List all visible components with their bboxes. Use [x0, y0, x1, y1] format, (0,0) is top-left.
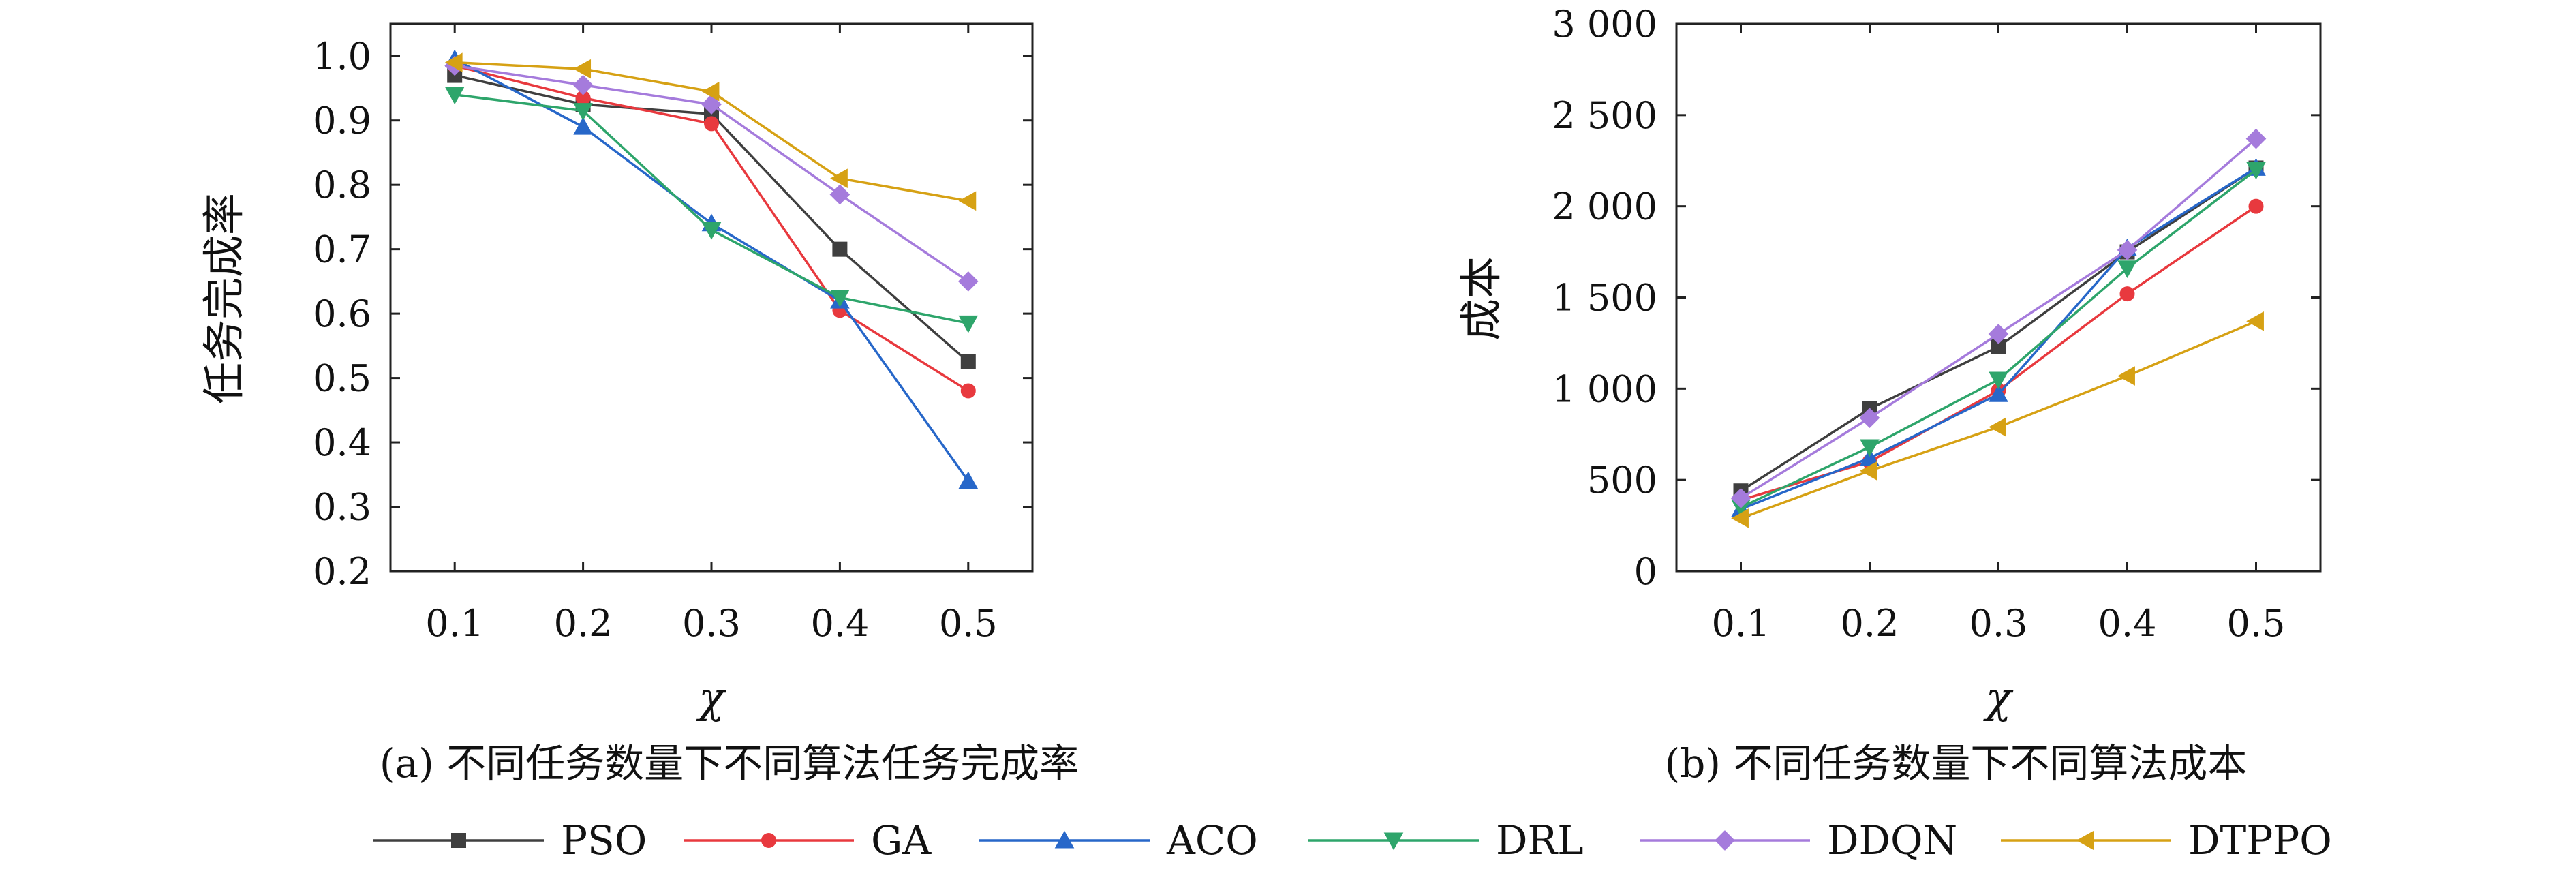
data-point-dtppo	[573, 59, 592, 79]
data-point-pso	[832, 241, 848, 257]
data-point-ddqn	[1859, 408, 1880, 429]
data-point-drl	[701, 222, 722, 240]
data-point-ddqn	[1730, 488, 1751, 508]
data-point-ga	[2248, 198, 2264, 214]
data-point-drl	[573, 103, 593, 121]
plot-frame	[1675, 22, 2322, 573]
y-tick-label: 0.6	[313, 292, 371, 335]
data-point-ddqn	[829, 184, 850, 205]
y-tick-label: 0.7	[313, 228, 371, 271]
data-point-ddqn	[572, 74, 594, 95]
legend-marker-drl	[1383, 832, 1404, 851]
y-tick-label: 0.5	[313, 357, 371, 400]
data-point-ga	[575, 90, 591, 106]
data-point-aco	[1989, 384, 2008, 402]
data-point-drl	[830, 290, 850, 307]
legend-marker-ga	[761, 833, 776, 848]
data-point-ddqn	[2117, 240, 2138, 260]
x-tick-label: 0.4	[2098, 602, 2157, 645]
legend-label-aco: ACO	[1166, 817, 1258, 864]
y-tick-label: 3 000	[1552, 3, 1657, 46]
data-point-dtppo	[2246, 311, 2264, 331]
data-point-ddqn	[701, 94, 722, 115]
series-line-dtppo	[455, 61, 969, 202]
y-tick-label: 500	[1587, 459, 1657, 502]
data-point-dtppo	[1860, 461, 1877, 481]
data-point-dtppo	[701, 81, 720, 102]
data-point-drl	[444, 87, 465, 105]
data-point-drl	[958, 315, 979, 333]
legend-label-drl: DRL	[1496, 817, 1584, 864]
data-point-drl	[2117, 260, 2137, 278]
chart-panel-a: 0.2 0.3 0.4 0.5 0.6 0.7 0.8 0.9 1.0 0.1 0.2 0.3 0.4 0…	[199, 22, 1079, 787]
data-point-pso	[1991, 339, 2006, 354]
legend-marker-dtppo	[2076, 830, 2094, 851]
y-tick-label: 2 500	[1552, 94, 1657, 137]
x-tick-label: 0.1	[1712, 602, 1770, 645]
y-axis-label: 任务完成率	[199, 193, 249, 404]
x-tick-label: 0.5	[2227, 602, 2286, 645]
y-tick-label: 0.4	[313, 421, 371, 464]
data-point-ddqn	[1988, 324, 2009, 344]
legend-marker-ddqn	[1715, 830, 1735, 851]
data-point-ddqn	[957, 271, 979, 292]
x-axis-label: χ	[1983, 673, 2014, 722]
legend-label-ga: GA	[871, 817, 932, 864]
y-tick-label: 0.9	[313, 100, 371, 142]
y-tick-label: 2 000	[1552, 185, 1657, 228]
y-tick-label: 1 000	[1552, 367, 1657, 410]
legend-label-pso: PSO	[561, 817, 647, 864]
x-tick-label: 0.3	[682, 602, 741, 645]
y-tick-label: 1.0	[313, 35, 371, 78]
y-tick-label: 0.8	[313, 164, 371, 207]
legend-marker-aco	[1054, 830, 1075, 849]
series-line-ddqn	[1740, 138, 2257, 500]
data-point-aco	[573, 117, 593, 135]
x-tick-label: 0.2	[554, 602, 613, 645]
data-point-aco	[958, 471, 979, 489]
data-point-dtppo	[2117, 366, 2135, 386]
x-tick-label: 0.3	[1969, 602, 2028, 645]
x-tick-label: 0.4	[810, 602, 869, 645]
y-tick-label: 0.2	[313, 550, 371, 593]
data-point-ga	[960, 383, 976, 399]
panel-caption: (b) 不同任务数量下不同算法成本	[1665, 740, 2248, 787]
data-point-dtppo	[958, 191, 977, 211]
chart-panel-b: 0 500 1 000 1 500 2 000 2 500 3 000 0.1 0.2 0.3 0.…	[1456, 3, 2322, 787]
legend-label-dtppo: DTPPO	[2188, 817, 2332, 864]
x-tick-label: 0.1	[425, 602, 484, 645]
legend-label-ddqn: DDQN	[1827, 817, 1957, 864]
y-tick-label: 0	[1634, 550, 1657, 593]
legend: PSO GA ACO DRL DDQN DTPPO	[373, 817, 2332, 864]
data-point-drl	[1989, 371, 2008, 390]
data-point-dtppo	[1731, 508, 1749, 528]
y-tick-label: 0.3	[313, 486, 371, 529]
x-tick-label: 0.2	[1841, 602, 1899, 645]
x-axis-label: χ	[696, 673, 726, 722]
data-point-ga	[704, 116, 719, 132]
data-point-ga	[2119, 286, 2135, 302]
data-point-dtppo	[1989, 417, 2006, 437]
x-tick-label: 0.5	[939, 602, 998, 645]
data-point-dtppo	[830, 168, 848, 189]
data-point-drl	[1860, 439, 1880, 457]
data-point-dtppo	[444, 52, 463, 72]
legend-marker-pso	[451, 833, 466, 848]
panel-caption: (a) 不同任务数量下不同算法任务完成率	[380, 740, 1079, 787]
y-axis-label: 成本	[1456, 256, 1506, 341]
data-point-ddqn	[2245, 128, 2267, 149]
data-point-drl	[2246, 162, 2266, 180]
y-tick-label: 1 500	[1552, 277, 1657, 320]
data-point-aco	[1860, 448, 1880, 466]
data-point-pso	[960, 354, 976, 369]
